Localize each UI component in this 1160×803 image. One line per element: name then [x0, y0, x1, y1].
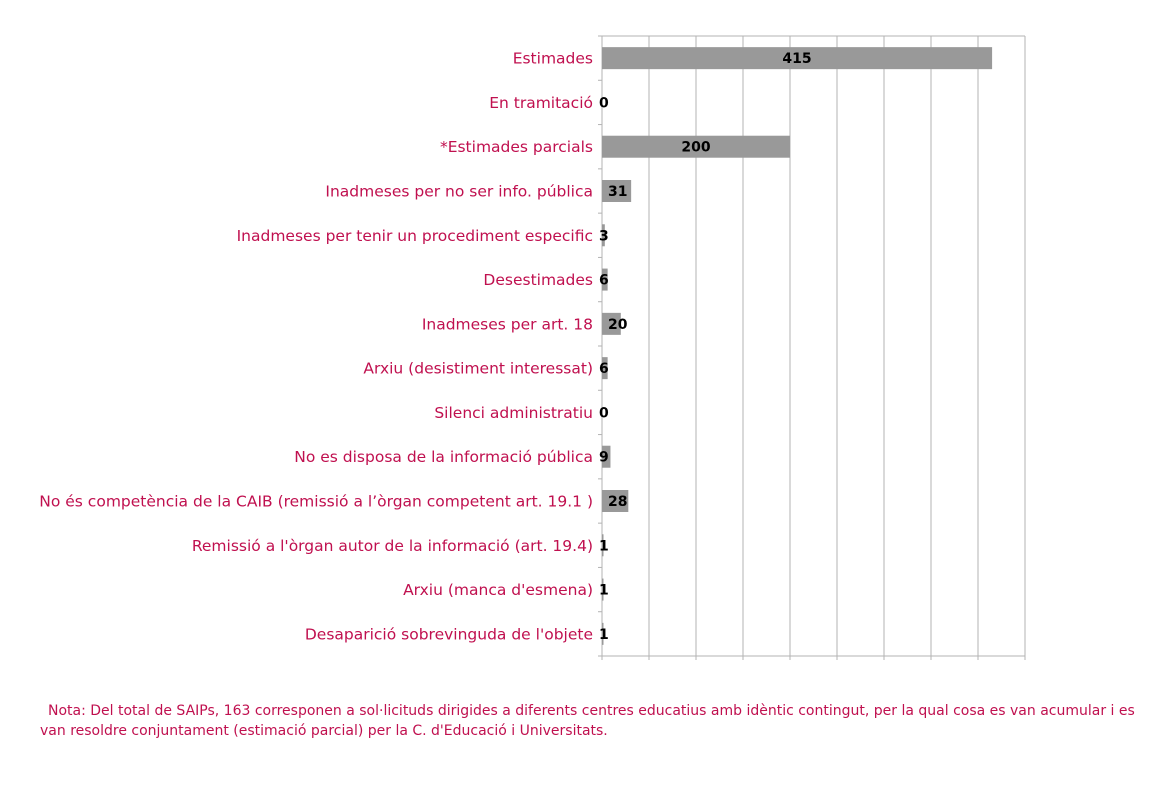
category-label: *Estimades parcials	[440, 138, 593, 156]
data-label: 1	[599, 627, 609, 643]
bar	[602, 224, 605, 247]
data-label: 200	[681, 140, 710, 156]
bar	[602, 135, 790, 158]
data-label: 6	[599, 361, 609, 377]
data-label: 0	[599, 95, 609, 111]
bar	[602, 622, 604, 645]
bar	[602, 578, 604, 601]
data-label: 6	[599, 273, 609, 289]
category-label: No es disposa de la informació pública	[294, 448, 593, 466]
bar	[602, 357, 608, 380]
data-label: 0	[599, 405, 609, 421]
bar	[602, 490, 629, 512]
bar	[602, 268, 608, 291]
bar	[602, 47, 993, 70]
category-label: Estimades	[513, 50, 593, 68]
gridlines	[602, 35, 1026, 656]
bar	[602, 180, 632, 202]
category-label: Arxiu (manca d'esmena)	[403, 581, 593, 599]
value-labels: 415 0 200 31 3 6 20 6 0 9 28 1 1 1	[599, 51, 812, 643]
category-label: Silenci administratiu	[434, 404, 593, 422]
category-label: No és competència de la CAIB (remissió a…	[39, 493, 593, 511]
data-label: 415	[782, 51, 811, 67]
bar	[602, 312, 621, 335]
data-label: 9	[599, 450, 609, 466]
data-label: 1	[599, 538, 609, 554]
category-label: En tramitació	[489, 94, 593, 112]
category-labels: Estimades En tramitació *Estimades parcial…	[39, 50, 593, 644]
category-label: Inadmeses per art. 18	[422, 315, 593, 333]
category-label: Inadmeses per no ser info. pública	[325, 183, 593, 201]
category-label: Remissió a l'òrgan autor de la informaci…	[192, 537, 593, 555]
axis	[598, 35, 1026, 660]
bar-chart: Estimades En tramitació *Estimades parcial…	[39, 35, 1026, 660]
category-label: Arxiu (desistiment interessat)	[363, 360, 593, 378]
data-label: 31	[608, 184, 627, 200]
category-label: Inadmeses per tenir un procediment espec…	[237, 227, 593, 245]
bar	[602, 534, 604, 557]
data-label: 3	[599, 228, 609, 244]
footnote: Nota: Del total de SAIPs, 163 correspone…	[40, 703, 1135, 739]
bar	[602, 445, 611, 468]
bars	[602, 47, 993, 645]
data-label: 20	[608, 317, 628, 333]
data-label: 28	[608, 494, 627, 510]
data-label: 1	[599, 583, 609, 599]
category-label: Desestimades	[483, 271, 593, 289]
category-label: Desaparició sobrevinguda de l'objete	[305, 625, 593, 643]
